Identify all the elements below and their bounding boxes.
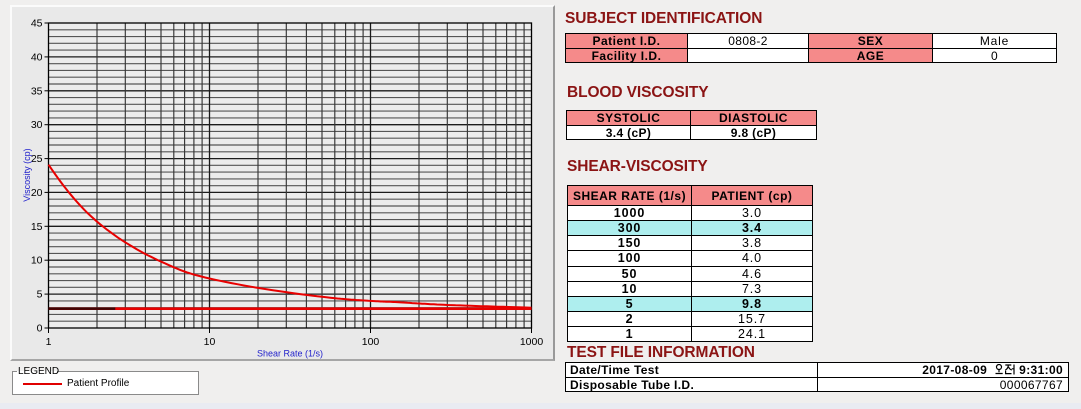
- svg-text:1: 1: [46, 336, 52, 348]
- svg-text:20: 20: [31, 187, 43, 199]
- svg-text:10: 10: [31, 255, 43, 267]
- svg-text:5: 5: [37, 289, 43, 301]
- svg-text:15: 15: [31, 221, 43, 233]
- svg-text:1000: 1000: [520, 336, 544, 348]
- svg-text:10: 10: [204, 336, 216, 348]
- svg-text:35: 35: [31, 85, 43, 97]
- svg-text:Shear Rate (1/s): Shear Rate (1/s): [257, 349, 323, 359]
- svg-text:40: 40: [31, 51, 43, 63]
- svg-text:0: 0: [37, 323, 43, 335]
- svg-text:100: 100: [362, 336, 380, 348]
- svg-text:Viscosity (cp): Viscosity (cp): [22, 148, 32, 201]
- svg-text:30: 30: [31, 119, 43, 131]
- svg-text:25: 25: [31, 153, 43, 165]
- svg-text:45: 45: [31, 18, 43, 30]
